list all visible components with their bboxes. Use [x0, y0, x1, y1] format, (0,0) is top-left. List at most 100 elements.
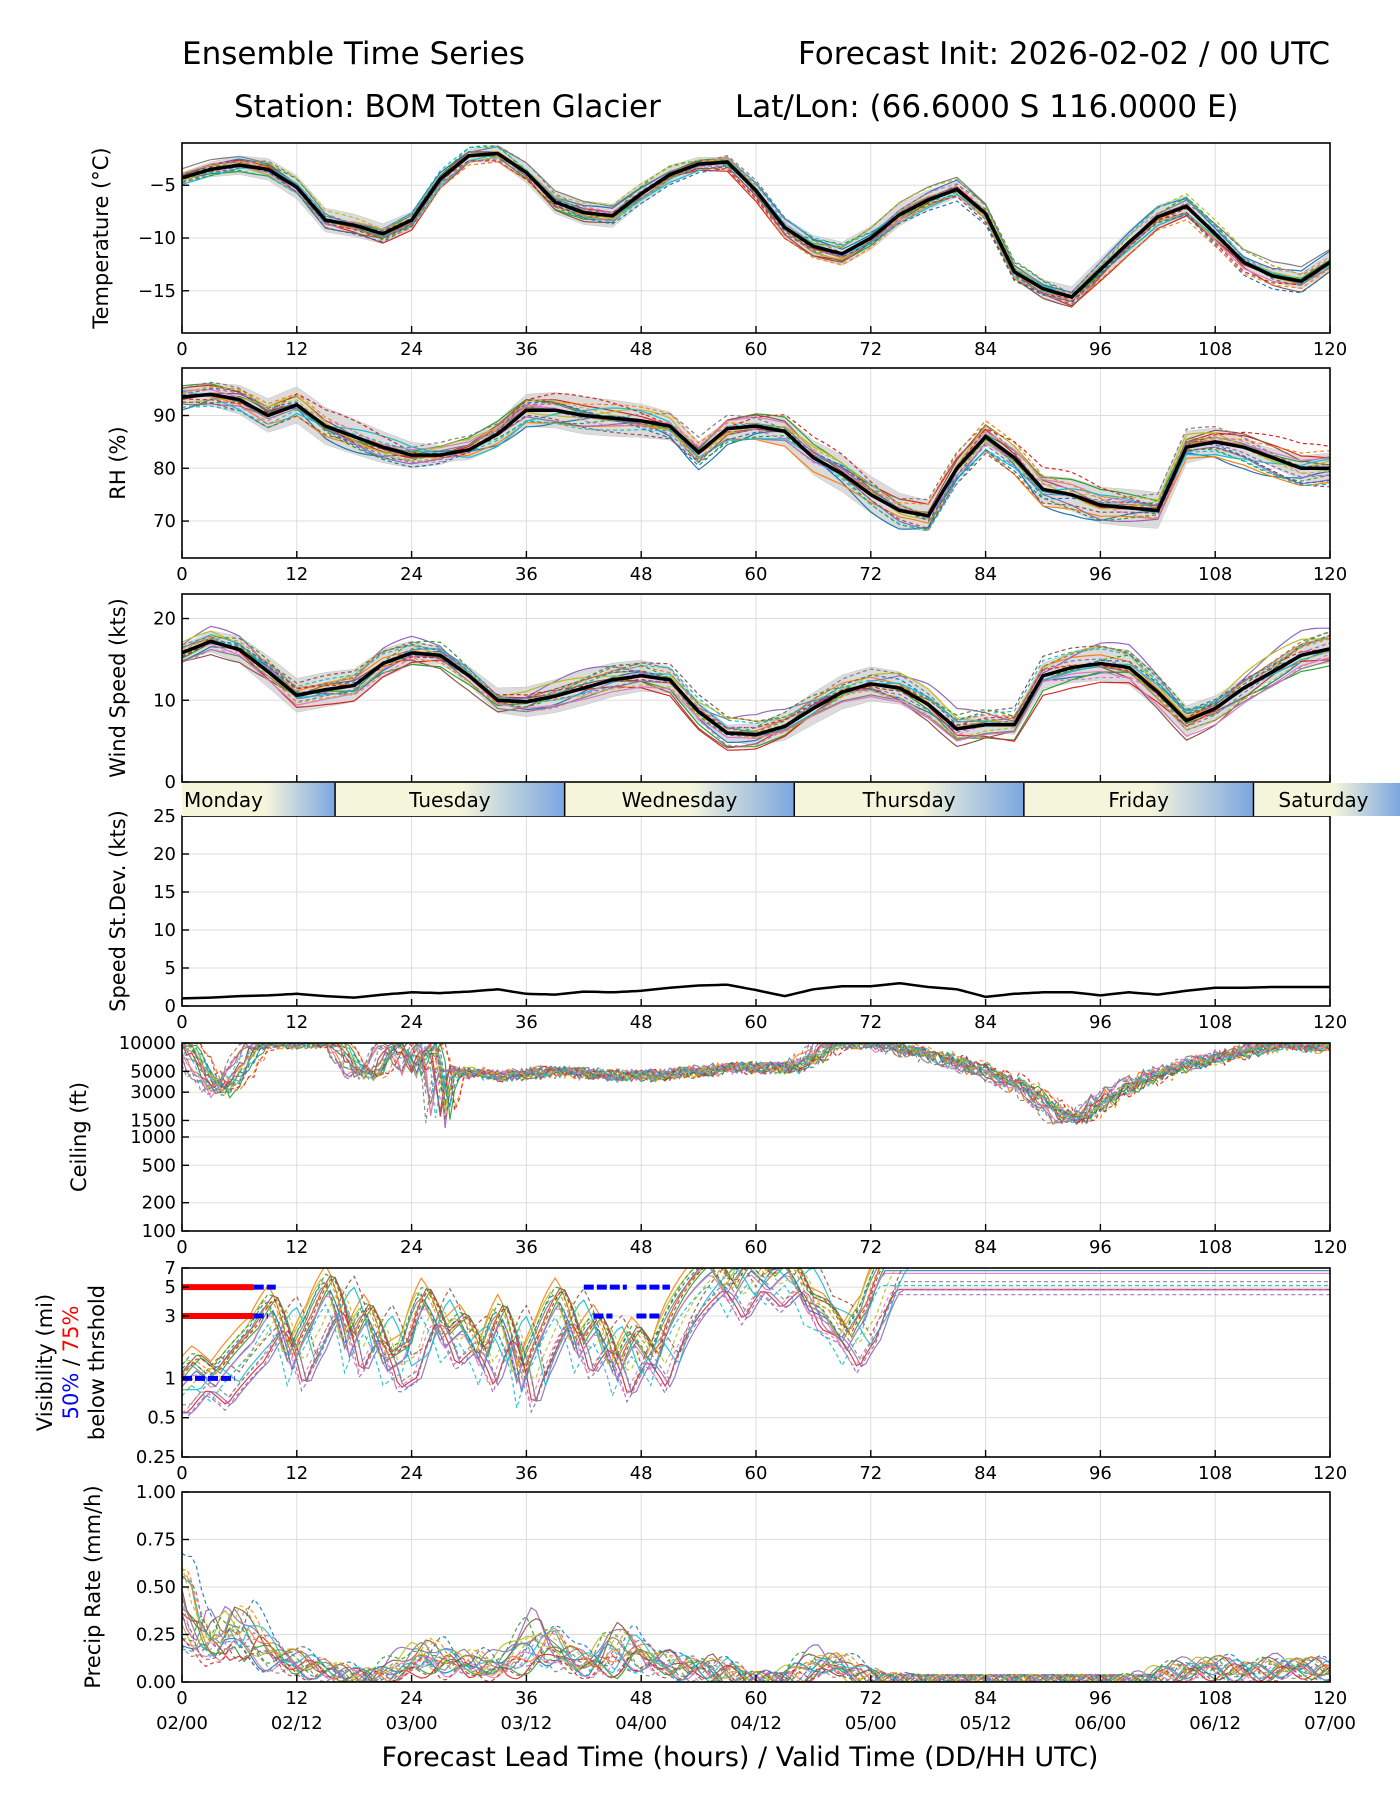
x-valid-time-label: 05/00	[845, 1713, 897, 1734]
y-axis-label-thresholds: 50% / 75%	[59, 1306, 83, 1420]
x-tick-label: 84	[974, 1463, 997, 1484]
x-tick-label: 48	[630, 1012, 653, 1033]
x-tick-label: 12	[285, 564, 308, 585]
x-tick-label: 72	[859, 1012, 882, 1033]
x-tick-label: 12	[285, 1012, 308, 1033]
ensemble-mean-line	[182, 639, 1330, 737]
member-line	[182, 1289, 1330, 1414]
x-tick-label: 108	[1198, 564, 1232, 585]
x-tick-label: 60	[745, 564, 768, 585]
x-tick-label: 48	[630, 1463, 653, 1484]
y-axis-label: Visibility (mi)	[33, 1294, 57, 1431]
member-line	[182, 1566, 1330, 1682]
y-tick-label: 3	[165, 1306, 176, 1327]
y-tick-label: 200	[142, 1193, 176, 1214]
member-line	[182, 388, 1330, 520]
member-line	[182, 1268, 881, 1380]
member-line	[182, 386, 1330, 516]
member-line	[182, 634, 1330, 722]
day-segment	[335, 783, 565, 816]
x-valid-time-label: 06/12	[1189, 1713, 1241, 1734]
x-valid-time-label: 06/00	[1074, 1713, 1126, 1734]
member-line	[182, 636, 1330, 725]
y-tick-label: −10	[138, 228, 176, 249]
member-line	[182, 1043, 1330, 1125]
panel-rh: 70 80 90 0 12 24 36 48 60 72 84 96 108 120 RH (%)	[106, 367, 1347, 585]
y-tick-label: 5	[165, 958, 176, 979]
header-latlon: Lat/Lon: (66.6000 S 116.0000 E)	[735, 89, 1239, 125]
day-label: Tuesday	[408, 788, 491, 812]
plot-area	[182, 1043, 1330, 1129]
day-label: Wednesday	[622, 788, 738, 812]
x-tick-label: 48	[630, 1688, 653, 1709]
member-line	[182, 387, 1330, 522]
x-tick-label: 72	[859, 339, 882, 360]
x-tick-label: 120	[1313, 1237, 1347, 1258]
x-axis-label: Forecast Lead Time (hours) / Valid Time …	[382, 1742, 1099, 1773]
x-valid-time-label: 04/12	[730, 1713, 782, 1734]
x-tick-label: 108	[1198, 1688, 1232, 1709]
y-tick-label: 1.00	[136, 1482, 176, 1503]
day-segment	[564, 783, 795, 816]
y-tick-label: 0.75	[136, 1530, 176, 1551]
y-tick-label: 70	[153, 511, 176, 532]
y-tick-label: 15	[153, 882, 176, 903]
day-segment	[794, 783, 1024, 816]
x-tick-label: 60	[745, 1463, 768, 1484]
x-tick-label: 108	[1198, 1012, 1232, 1033]
panel-visibility: 0.25 0.5 1 3 57 0 12 24 36 48 60 72 84 96 108 120 Visibi…	[33, 1258, 1347, 1484]
x-tick-label: 36	[515, 564, 538, 585]
member-line	[182, 1043, 1330, 1124]
member-line	[182, 1599, 1330, 1682]
x-tick-label: 12	[285, 339, 308, 360]
y-axis-label: Temperature (°C)	[89, 147, 113, 329]
y-tick-label: 20	[153, 609, 176, 630]
y-tick-label: 7	[165, 1258, 176, 1279]
y-tick-label: 0.25	[136, 1625, 176, 1646]
y-tick-label: −5	[149, 175, 176, 196]
y-tick-label: 5000	[130, 1061, 176, 1082]
x-tick-label: 84	[974, 1012, 997, 1033]
y-tick-label: 10	[153, 690, 176, 711]
y-tick-label: 0	[165, 772, 176, 793]
y-tick-label: 10000	[119, 1033, 176, 1054]
x-tick-label: 72	[859, 1237, 882, 1258]
x-tick-label: 84	[974, 1688, 997, 1709]
x-tick-label: 24	[400, 1012, 423, 1033]
x-tick-label: 24	[400, 339, 423, 360]
panels-container: −5−10−150 12 24 36 48 60 72 84 96 108 120Temperatu…	[33, 142, 1356, 1734]
y-axis-label: Ceiling (ft)	[67, 1082, 91, 1192]
stdev-line	[182, 981, 1330, 1000]
header-init-time: Forecast Init: 2026-02-02 / 00 UTC	[798, 36, 1330, 72]
day-segment	[1253, 783, 1400, 816]
x-valid-time-label: 03/12	[500, 1713, 552, 1734]
member-line	[182, 1289, 1330, 1414]
member-line	[182, 1268, 876, 1367]
day-segment	[182, 783, 336, 816]
plot-area	[182, 1268, 1330, 1419]
x-tick-label: 36	[515, 1688, 538, 1709]
y-tick-label: 0.25	[136, 1447, 176, 1468]
member-line	[182, 649, 1330, 747]
x-tick-label: 48	[630, 339, 653, 360]
x-valid-time-label: 02/00	[156, 1713, 208, 1734]
y-axis-label: Speed St.Dev. (kts)	[106, 810, 130, 1012]
plot-area	[182, 381, 1330, 532]
x-tick-label: 24	[400, 564, 423, 585]
x-tick-label: 36	[515, 1012, 538, 1033]
y-tick-label: 1500	[130, 1110, 176, 1131]
y-tick-label: 0.50	[136, 1577, 176, 1598]
member-line	[182, 1043, 1330, 1118]
x-tick-label: 0	[176, 1688, 187, 1709]
header-title: Ensemble Time Series	[182, 36, 525, 72]
x-valid-time-label: 07/00	[1304, 1713, 1356, 1734]
x-tick-label: 0	[176, 1237, 187, 1258]
y-tick-label: 0	[165, 996, 176, 1017]
x-tick-label: 120	[1313, 1463, 1347, 1484]
x-tick-label: 48	[630, 1237, 653, 1258]
y-tick-label: 0.00	[136, 1672, 176, 1693]
y-tick-label: 80	[153, 458, 176, 479]
y-tick-label: 5	[165, 1277, 176, 1298]
x-tick-label: 12	[285, 1463, 308, 1484]
y-tick-label: 10	[153, 920, 176, 941]
